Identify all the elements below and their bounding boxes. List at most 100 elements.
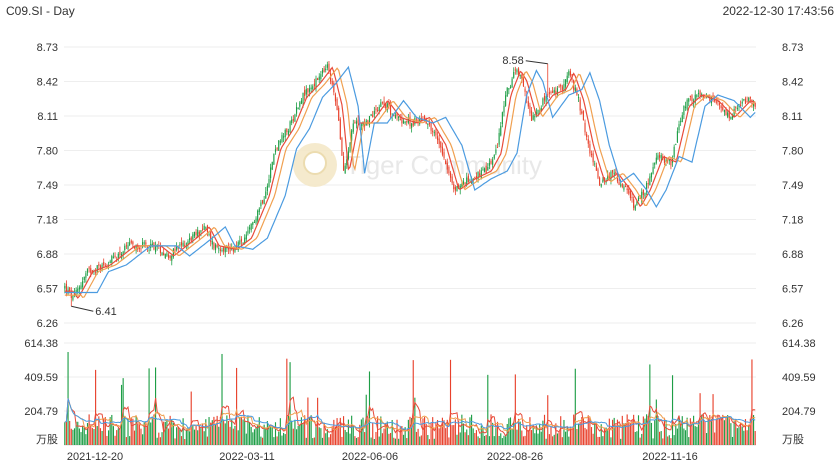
candle-body [412,120,414,126]
volume-bar [498,435,500,445]
candle-body [169,255,171,259]
candle-body [172,248,174,257]
candle-body [119,251,121,255]
volume-bar [676,428,678,445]
high-annotation: 8.58 [502,55,548,67]
volume-bar [180,436,183,445]
candle-body [95,271,97,273]
candle-body [193,231,196,237]
candle-body [511,78,513,88]
volume-bar [69,420,71,445]
candle-body [733,108,735,117]
volume-bar [753,415,755,445]
candle-body [221,249,223,251]
volume-bar [244,420,246,445]
candle-body [90,268,92,273]
candle-body [368,116,371,125]
volume-bar [607,430,609,445]
candle-body [581,111,583,114]
candle-body [731,115,734,119]
price-tick-left: 6.57 [37,284,58,296]
volume-bar [206,436,208,445]
candle-body [198,231,200,235]
candle-body [493,154,495,159]
volume-bar [717,414,719,445]
candle-body [461,184,463,187]
volume-bar [103,418,105,445]
volume-bar [589,417,591,445]
candle-body [111,256,113,263]
volume-bar [239,417,241,445]
volume-bar [629,422,631,445]
volume-bar [744,419,747,445]
volume-bar [634,431,636,445]
candle-body [312,86,314,90]
candle-body [516,69,518,73]
candle-body [446,162,448,170]
volume-bar [665,420,667,445]
candle-body [357,119,359,124]
candle-body [650,172,653,178]
volume-bar [357,437,359,445]
volume-bar [542,420,544,445]
candle-body [261,200,264,204]
volume-bar [240,417,243,445]
candle-body [443,152,445,159]
candle-body [646,182,648,192]
volume-bar [284,434,286,445]
volume-bar [101,430,103,445]
volume-bar [302,422,304,445]
volume-bar [308,416,311,445]
candle-body [540,107,542,111]
candle-body [338,107,340,121]
volume-bar [393,437,395,445]
volume-bar [733,421,735,445]
volume-bar [216,415,218,445]
volume-bar [445,428,447,445]
candle-body [352,123,354,132]
candle-body [247,230,249,234]
volume-bar [522,436,525,445]
volume-bar [146,426,149,445]
candle-body [393,114,395,117]
volume-bar [623,423,625,445]
candle-body [292,119,294,121]
price-tick-left: 6.88 [37,249,58,261]
candle-body [736,107,738,109]
candle-body [618,182,620,185]
candle-body [98,264,100,266]
volume-bar [82,425,84,445]
volume-bar [597,436,599,445]
candle-body [543,95,546,101]
candle-body [411,123,413,128]
candle-body [678,124,680,131]
volume-bar [396,419,398,445]
volume-bar [650,422,653,445]
volume-bar [608,418,610,445]
candle-body [696,94,698,97]
candle-body [621,183,623,187]
volume-bar [279,418,281,445]
volume-bar [667,436,669,445]
candle-body [694,94,696,103]
volume-bar [148,368,150,445]
volume-bar [355,437,358,445]
volume-ma-line [64,396,756,437]
volume-bar [352,425,354,445]
candle-body [195,232,197,235]
volume-bar [205,419,207,445]
volume-bar [201,424,204,445]
volume-bar [208,417,210,445]
candle-body [260,202,262,207]
candle-body [547,94,549,96]
candle-body [362,123,364,127]
price-tick-left: 6.26 [37,318,58,330]
volume-bar [649,364,651,445]
candle-body [211,240,213,245]
volume-bar [641,433,643,445]
candle-body [451,176,453,183]
volume-bar [722,414,724,445]
candle-body [151,243,153,245]
price-tick-right: 6.57 [782,284,803,296]
volume-bar [64,422,66,445]
